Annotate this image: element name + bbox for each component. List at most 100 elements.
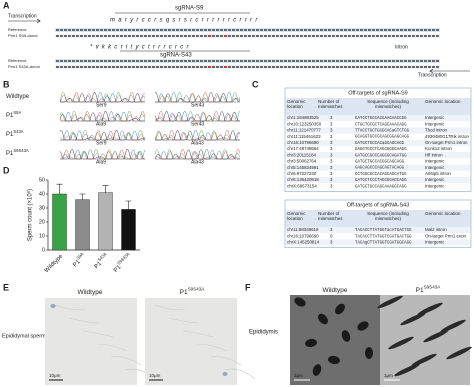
base [96, 60, 99, 62]
base [184, 29, 187, 31]
base [116, 35, 119, 37]
base [336, 60, 339, 62]
base [216, 35, 219, 37]
base [124, 66, 127, 68]
base [288, 66, 291, 68]
y-tick-label: 10 [39, 233, 45, 239]
table-cell: On-target Prm1 intron [425, 140, 468, 145]
base [84, 66, 87, 68]
sperm-nucleus [400, 312, 426, 326]
table-cell: chr3:20115184 [287, 152, 317, 157]
base [328, 29, 331, 31]
base [108, 66, 111, 68]
base [284, 35, 287, 37]
table-cell: 3 [330, 240, 333, 245]
base [344, 66, 347, 68]
chromatogram-trace [60, 92, 145, 103]
base [288, 60, 291, 62]
base [392, 60, 395, 62]
base [216, 66, 219, 68]
base [100, 29, 103, 31]
base [320, 66, 323, 68]
base [432, 66, 435, 68]
base [180, 66, 183, 68]
base [148, 29, 151, 31]
base [260, 60, 263, 62]
base [224, 66, 227, 68]
base [420, 66, 423, 68]
base [312, 29, 315, 31]
base [148, 60, 151, 62]
base [228, 60, 231, 62]
sperm-nucleus [328, 355, 340, 365]
base [388, 66, 391, 68]
base [320, 35, 323, 37]
base [120, 60, 123, 62]
base [224, 29, 227, 31]
panel-letter: F [245, 282, 251, 292]
base [316, 29, 319, 31]
base [304, 29, 307, 31]
base [160, 35, 163, 37]
base [420, 35, 423, 37]
image-title-base: Wildtype [78, 289, 103, 296]
base [108, 29, 111, 31]
header-text: Number of mismatches [318, 99, 343, 109]
base [56, 35, 59, 37]
sperm-tail [168, 317, 200, 324]
base [352, 66, 355, 68]
base [200, 29, 203, 31]
base [304, 66, 307, 68]
sperm-nucleus [357, 321, 369, 331]
base [276, 60, 279, 62]
base [368, 35, 371, 37]
sperm-nucleus [440, 319, 466, 333]
table-cell: 3 [330, 115, 333, 120]
sequence-strip [55, 65, 440, 69]
base [152, 35, 155, 37]
base [388, 60, 391, 62]
sperm-tail [54, 304, 86, 310]
base [332, 60, 335, 62]
genotype-label: P1S9S43A [6, 148, 29, 157]
base [340, 60, 343, 62]
base [428, 60, 431, 62]
base [104, 35, 107, 37]
base [436, 29, 439, 31]
x-tick-label-sup: S9A [75, 251, 84, 260]
table-header-bg [285, 210, 471, 227]
header-cell: Sequence (including mismatches) [367, 99, 409, 109]
base [308, 35, 311, 37]
base [64, 66, 67, 68]
base [148, 35, 151, 37]
base [288, 35, 291, 37]
table-cell: Intergenic [425, 121, 445, 126]
base [188, 60, 191, 62]
base [140, 29, 143, 31]
base [212, 35, 215, 37]
base [296, 60, 299, 62]
base [340, 29, 343, 31]
base [296, 29, 299, 31]
base [104, 29, 107, 31]
base [144, 35, 147, 37]
base [248, 29, 251, 31]
base [168, 35, 171, 37]
table-cell: chr17:48748664 [287, 146, 319, 151]
side-label: Epididymal sperm [2, 333, 46, 339]
table-cell: chr10:123250350 [287, 121, 322, 126]
base [360, 66, 363, 68]
base [344, 29, 347, 31]
base [328, 66, 331, 68]
base [72, 35, 75, 37]
sperm-tail [210, 356, 242, 366]
table-cell: chr11:88348618 [287, 227, 319, 232]
sperm-tail [154, 304, 186, 310]
sperm-nucleus [312, 364, 322, 376]
base [400, 66, 403, 68]
base [408, 29, 411, 31]
sperm-tail [110, 356, 142, 366]
header-text: Sequence (including mismatches) [367, 211, 409, 221]
chromatogram-trace [59, 129, 146, 141]
base [92, 66, 95, 68]
